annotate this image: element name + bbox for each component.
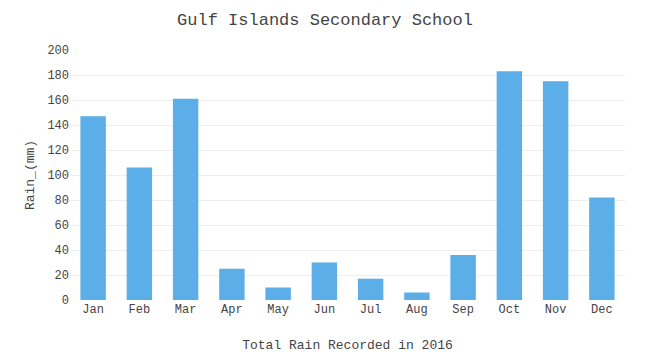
- svg-text:Total Rain Recorded in 2016: Total Rain Recorded in 2016: [242, 338, 453, 353]
- svg-text:Jun: Jun: [314, 303, 336, 317]
- svg-text:Jul: Jul: [360, 303, 382, 317]
- svg-text:40: 40: [55, 244, 69, 258]
- svg-text:100: 100: [47, 169, 69, 183]
- svg-text:Jan: Jan: [82, 303, 104, 317]
- svg-text:May: May: [267, 303, 289, 317]
- svg-text:Aug: Aug: [406, 303, 428, 317]
- svg-text:80: 80: [55, 194, 69, 208]
- svg-text:180: 180: [47, 69, 69, 83]
- svg-text:200: 200: [47, 44, 69, 58]
- svg-text:0: 0: [62, 294, 69, 308]
- svg-text:20: 20: [55, 269, 69, 283]
- svg-text:Apr: Apr: [221, 303, 243, 317]
- svg-text:Rain_(mm): Rain_(mm): [23, 140, 38, 210]
- svg-text:160: 160: [47, 94, 69, 108]
- svg-text:Oct: Oct: [499, 303, 521, 317]
- svg-text:Mar: Mar: [175, 303, 197, 317]
- svg-text:Feb: Feb: [129, 303, 151, 317]
- svg-text:Gulf Islands Secondary School: Gulf Islands Secondary School: [177, 11, 473, 30]
- svg-text:Sep: Sep: [452, 303, 474, 317]
- svg-text:120: 120: [47, 144, 69, 158]
- svg-text:Dec: Dec: [591, 303, 613, 317]
- svg-text:Nov: Nov: [545, 303, 567, 317]
- svg-text:60: 60: [55, 219, 69, 233]
- svg-text:140: 140: [47, 119, 69, 133]
